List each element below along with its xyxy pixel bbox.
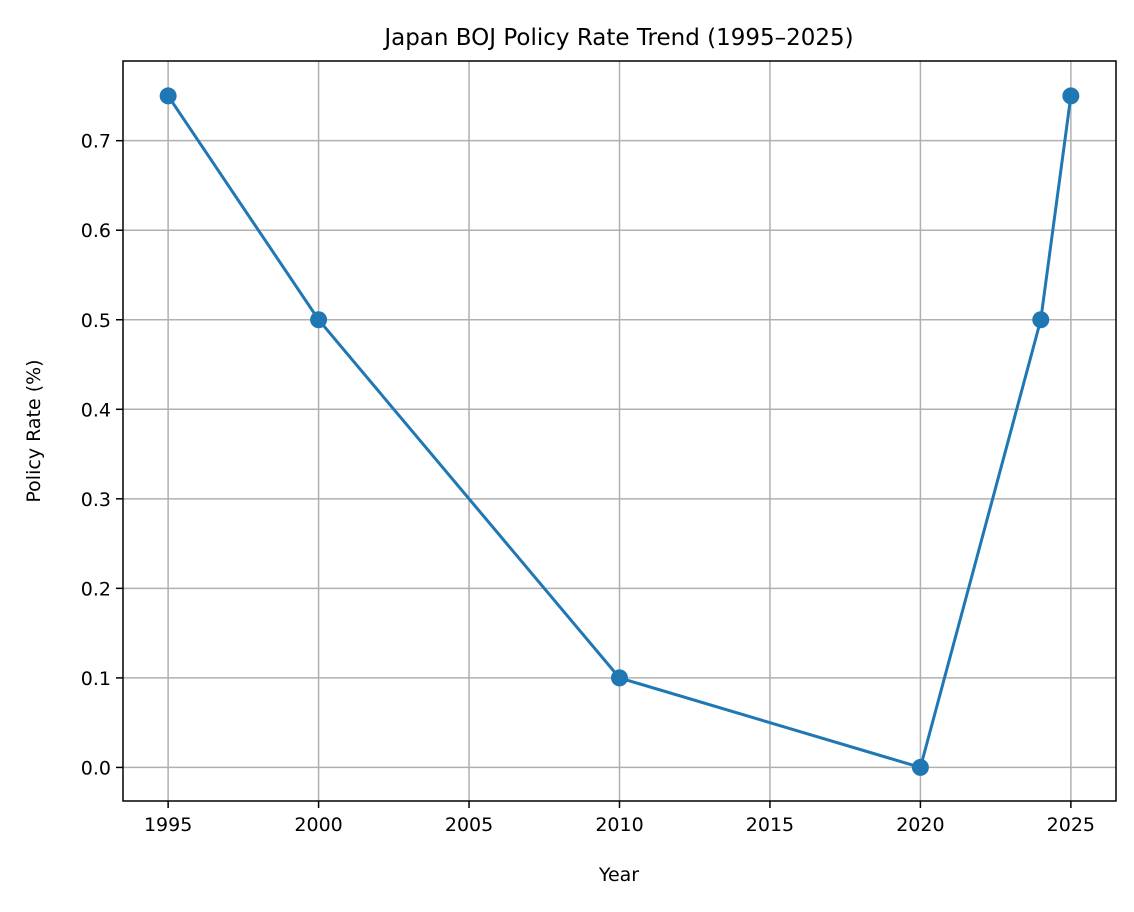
data-point <box>159 87 177 105</box>
x-tick-label: 2005 <box>445 814 493 836</box>
data-point <box>1062 87 1080 105</box>
y-tick-label: 0.3 <box>81 489 111 511</box>
y-tick-label: 0.2 <box>81 578 111 600</box>
y-tick-label: 0.0 <box>81 757 111 779</box>
x-tick-label: 2010 <box>595 814 643 836</box>
x-tick-label: 2025 <box>1047 814 1095 836</box>
y-tick-label: 0.7 <box>81 131 111 153</box>
data-point <box>611 669 628 687</box>
x-axis-label: Year <box>598 864 639 886</box>
data-point <box>310 311 328 329</box>
x-tick-label: 2020 <box>896 814 944 836</box>
x-tick-label: 2000 <box>294 814 342 836</box>
x-axis: 1995 2000 2005 2010 2015 2020 2025 <box>144 801 1095 836</box>
data-point <box>911 758 929 776</box>
x-tick-label: 1995 <box>144 814 192 836</box>
series <box>159 87 1080 776</box>
chart-title: Japan BOJ Policy Rate Trend (1995–2025) <box>382 25 853 51</box>
y-tick-label: 0.5 <box>81 310 111 332</box>
y-tick-label: 0.1 <box>81 668 111 690</box>
grid <box>123 61 1116 801</box>
y-tick-label: 0.4 <box>81 399 111 421</box>
y-tick-label: 0.6 <box>81 220 111 242</box>
data-point <box>1032 311 1050 329</box>
series-line <box>166 95 1073 770</box>
x-tick-label: 2015 <box>746 814 794 836</box>
y-axis: 0.0 0.1 0.2 0.3 0.4 0.5 0.6 0.7 <box>81 131 123 779</box>
y-axis-label: Policy Rate (%) <box>23 359 45 502</box>
